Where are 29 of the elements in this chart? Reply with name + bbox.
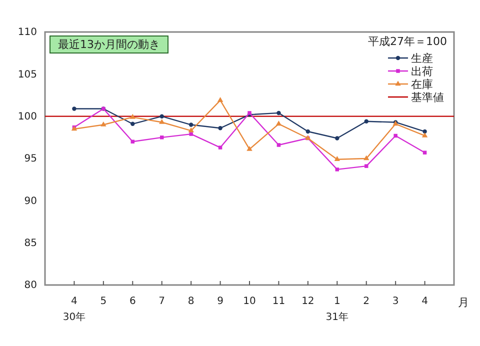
y-tick-label: 105	[18, 69, 37, 80]
y-tick-label: 80	[24, 280, 37, 292]
y-tick-label: 85	[24, 238, 37, 250]
x-tick-label: 8	[188, 296, 194, 308]
x-tick-label: 9	[217, 296, 224, 308]
y-tick-label: 90	[24, 196, 37, 207]
x-tick-label: 12	[302, 296, 314, 308]
legend-label: 在庫	[411, 78, 433, 91]
text: 30年	[62, 311, 86, 323]
text: 最近13か月間の動き	[58, 38, 160, 51]
x-tick-label: 3	[392, 296, 399, 308]
x-tick-label: 7	[158, 296, 166, 308]
x-axis-title: 月	[458, 296, 469, 309]
x-tick-label: 10	[243, 296, 256, 308]
legend-label: 基準値	[411, 91, 444, 104]
x-tick-label: 4	[422, 296, 428, 308]
legend-label: 生産	[411, 52, 433, 65]
y-tick-label: 95	[24, 154, 37, 165]
x-tick-label: 1	[334, 296, 340, 308]
chart-subtitle: 平成27年＝100	[368, 35, 447, 48]
x-tick-label: 5	[100, 296, 107, 308]
y-tick-label: 110	[18, 27, 37, 38]
x-tick-label: 2	[363, 296, 370, 308]
x-tick-label: 6	[129, 296, 136, 308]
x-tick-label: 11	[272, 296, 286, 308]
y-tick-label: 100	[18, 112, 37, 123]
text: 31年	[326, 311, 349, 323]
legend-label: 出荷	[411, 65, 433, 78]
x-tick-label: 4	[71, 296, 78, 308]
